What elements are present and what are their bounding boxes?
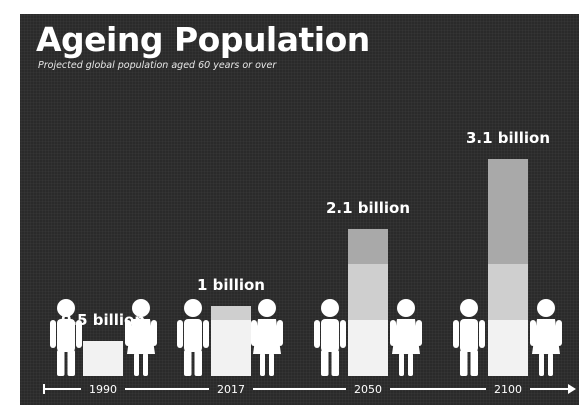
bar-segment [488, 320, 528, 376]
bar-2017 [211, 306, 251, 376]
bar-2050 [348, 229, 388, 376]
man-figure-icon [453, 299, 485, 376]
bar-segment [83, 341, 123, 376]
value-label: 1 billion [197, 276, 265, 294]
bar-segment [488, 264, 528, 320]
bar-segment [348, 320, 388, 376]
man-figure-icon [314, 299, 346, 376]
year-tick-label: 2017 [217, 383, 245, 396]
bar-chart: 0.5 billion 1990 1 billion 2017 2.1 billion 2… [20, 14, 579, 405]
bar-1990 [83, 341, 123, 376]
timeline-arrow-icon [568, 384, 576, 394]
woman-figure-icon [251, 299, 283, 376]
value-label: 2.1 billion [326, 199, 410, 217]
value-label: 0.5 billion [61, 311, 145, 329]
year-tick-label: 2050 [354, 383, 382, 396]
woman-figure-icon [530, 299, 562, 376]
infographic-panel: Ageing Population Projected global popul… [20, 14, 579, 405]
woman-figure-icon [390, 299, 422, 376]
value-label: 3.1 billion [466, 129, 550, 147]
bar-segment [348, 264, 388, 320]
bar-segment [348, 229, 388, 264]
bar-segment [211, 320, 251, 376]
bar-segment [488, 159, 528, 264]
man-figure-icon [177, 299, 209, 376]
bar-2100 [488, 159, 528, 376]
year-tick-label: 1990 [89, 383, 117, 396]
bar-segment [211, 306, 251, 320]
year-tick-label: 2100 [494, 383, 522, 396]
